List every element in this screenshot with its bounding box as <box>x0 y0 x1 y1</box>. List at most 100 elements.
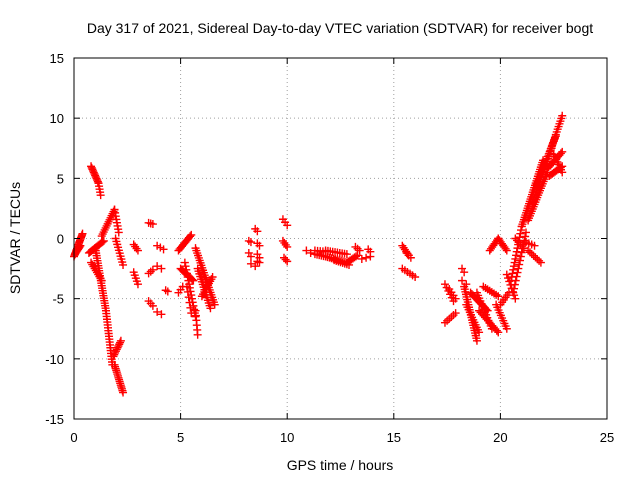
data-point <box>184 276 193 285</box>
data-point <box>111 347 120 356</box>
data-point <box>440 280 449 289</box>
data-point <box>458 276 467 285</box>
data-point <box>460 268 469 277</box>
data-point <box>535 256 544 265</box>
data-point <box>362 253 371 262</box>
data-point <box>181 262 190 271</box>
data-point <box>514 264 523 273</box>
x-tick-label: 10 <box>280 430 294 445</box>
data-point <box>527 249 536 258</box>
data-point <box>116 336 125 345</box>
data-point <box>78 229 87 238</box>
data-point <box>558 111 567 120</box>
data-point <box>502 246 511 255</box>
data-point <box>182 282 191 291</box>
data-point <box>515 260 524 269</box>
data-point <box>246 238 255 247</box>
x-tick-labels: 0 5 10 15 20 25 <box>70 430 614 445</box>
data-point <box>406 253 415 262</box>
data-point <box>110 350 119 359</box>
data-point <box>531 253 540 262</box>
data-point <box>253 227 262 236</box>
y-tick-label: -15 <box>45 412 64 427</box>
y-tick-label: -10 <box>45 352 64 367</box>
x-tick-label: 0 <box>70 430 77 445</box>
data-point <box>255 258 264 267</box>
data-point <box>511 276 520 285</box>
data-point <box>193 330 202 339</box>
data-point <box>115 340 124 349</box>
data-point <box>521 232 530 241</box>
data-point <box>157 310 166 319</box>
data-point <box>451 294 460 303</box>
data-point <box>513 236 522 245</box>
data-point <box>76 241 85 250</box>
data-point <box>516 229 525 238</box>
data-point <box>116 338 125 347</box>
data-point <box>512 272 521 281</box>
data-point <box>558 147 567 156</box>
data-point <box>180 258 189 267</box>
data-point <box>494 328 503 337</box>
grid <box>74 58 607 419</box>
data-point <box>536 258 545 267</box>
data-point <box>98 237 107 246</box>
data-point <box>283 257 292 266</box>
data-point <box>509 265 518 274</box>
data-point <box>366 247 375 256</box>
data-point <box>99 236 108 245</box>
data-point <box>109 352 118 361</box>
data-point <box>556 149 565 158</box>
data-point <box>510 280 519 289</box>
data-point <box>186 303 195 312</box>
data-point <box>210 300 219 309</box>
data-point <box>508 269 517 278</box>
y-axis-title: SDTVAR / TECUs <box>7 182 23 294</box>
data-point <box>208 273 217 282</box>
x-tick-label: 25 <box>600 430 614 445</box>
data-point <box>159 245 168 254</box>
data-point <box>517 226 526 235</box>
data-point <box>306 248 315 257</box>
data-point <box>182 269 191 278</box>
data-point <box>530 241 539 250</box>
x-tick-label: 20 <box>493 430 507 445</box>
data-point <box>119 388 128 397</box>
y-tick-label: 5 <box>57 171 64 186</box>
data-point <box>112 345 121 354</box>
x-tick-label: 5 <box>177 430 184 445</box>
data-point <box>525 248 534 257</box>
x-axis-title: GPS time / hours <box>287 457 394 473</box>
data-point <box>501 244 510 253</box>
data-point <box>342 250 351 259</box>
data-point <box>492 326 501 335</box>
data-point <box>114 341 123 350</box>
data-point <box>183 273 192 282</box>
data-point <box>512 247 521 256</box>
data-point <box>183 287 192 296</box>
data-point <box>475 328 484 337</box>
data-point <box>186 232 195 241</box>
data-point <box>111 348 120 357</box>
data-point <box>411 273 420 282</box>
data-point <box>511 254 520 263</box>
data-point <box>511 234 520 243</box>
data-point <box>148 301 157 310</box>
data-point <box>157 264 166 273</box>
data-point <box>514 238 523 247</box>
data-point <box>512 251 521 260</box>
data-point <box>163 287 172 296</box>
data-point <box>153 307 162 316</box>
data-point <box>133 280 142 289</box>
data-point <box>148 220 157 229</box>
data-point <box>558 168 567 177</box>
data-point <box>302 246 311 255</box>
data-point <box>187 230 196 239</box>
data-point <box>255 241 264 250</box>
data-point <box>509 262 518 271</box>
data-point <box>511 294 520 303</box>
y-tick-label: -5 <box>52 292 64 307</box>
data-point <box>187 309 196 318</box>
data-point <box>516 240 525 249</box>
data-point <box>153 262 162 271</box>
